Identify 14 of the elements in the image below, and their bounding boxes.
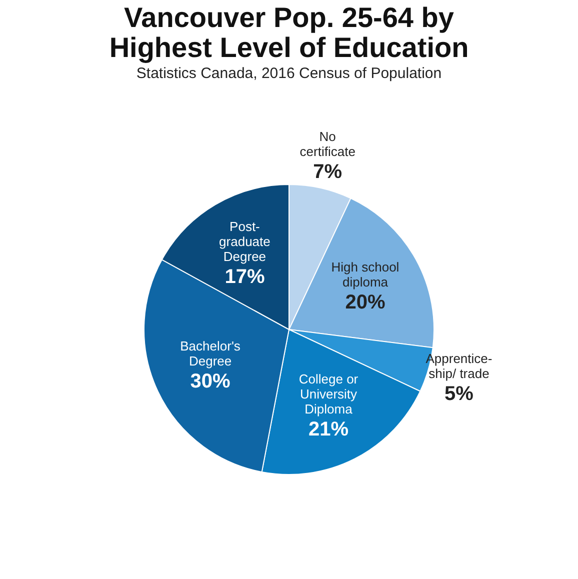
slice-label: High school diploma xyxy=(331,260,400,290)
data-label: 30% xyxy=(190,370,231,393)
slice-label: Post- graduate Degree xyxy=(219,219,270,264)
data-label: 17% xyxy=(224,266,265,288)
slice-label: No certificate xyxy=(300,128,356,159)
slice-label: College or University Diploma xyxy=(298,372,359,417)
chart-subtitle: Statistics Canada, 2016 Census of Population xyxy=(136,65,442,82)
data-label: 7% xyxy=(313,160,342,183)
data-label: 20% xyxy=(345,292,386,314)
text: Vancouver Pop. 25-64 by xyxy=(124,2,454,33)
text: Highest Level of Education xyxy=(109,32,469,63)
data-label: 21% xyxy=(308,418,349,441)
slice-label: Bachelor's Degree xyxy=(180,338,241,369)
data-label: 5% xyxy=(444,382,474,405)
